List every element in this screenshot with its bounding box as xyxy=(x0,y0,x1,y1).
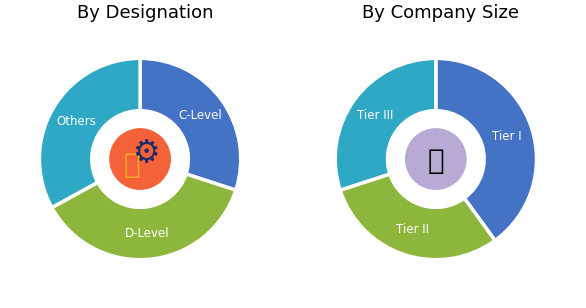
Text: Others: Others xyxy=(56,115,96,128)
Wedge shape xyxy=(335,58,436,190)
Text: Tier II: Tier II xyxy=(396,223,430,236)
Text: C-Level: C-Level xyxy=(179,109,222,122)
Wedge shape xyxy=(436,58,537,241)
Title: By Designation: By Designation xyxy=(77,4,213,22)
Text: Tier III: Tier III xyxy=(357,109,394,122)
Wedge shape xyxy=(39,58,140,208)
Text: Tier I: Tier I xyxy=(492,129,522,143)
Wedge shape xyxy=(140,58,241,190)
Circle shape xyxy=(105,124,175,194)
Wedge shape xyxy=(52,174,236,260)
Circle shape xyxy=(110,129,171,189)
Text: D-Level: D-Level xyxy=(125,227,169,240)
Wedge shape xyxy=(340,174,495,260)
Circle shape xyxy=(406,129,466,189)
Text: ⚙: ⚙ xyxy=(132,140,160,168)
Text: ⛑: ⛑ xyxy=(124,151,140,179)
Text: 🏭: 🏭 xyxy=(428,147,444,175)
Title: By Company Size: By Company Size xyxy=(362,4,519,22)
Circle shape xyxy=(401,124,471,194)
